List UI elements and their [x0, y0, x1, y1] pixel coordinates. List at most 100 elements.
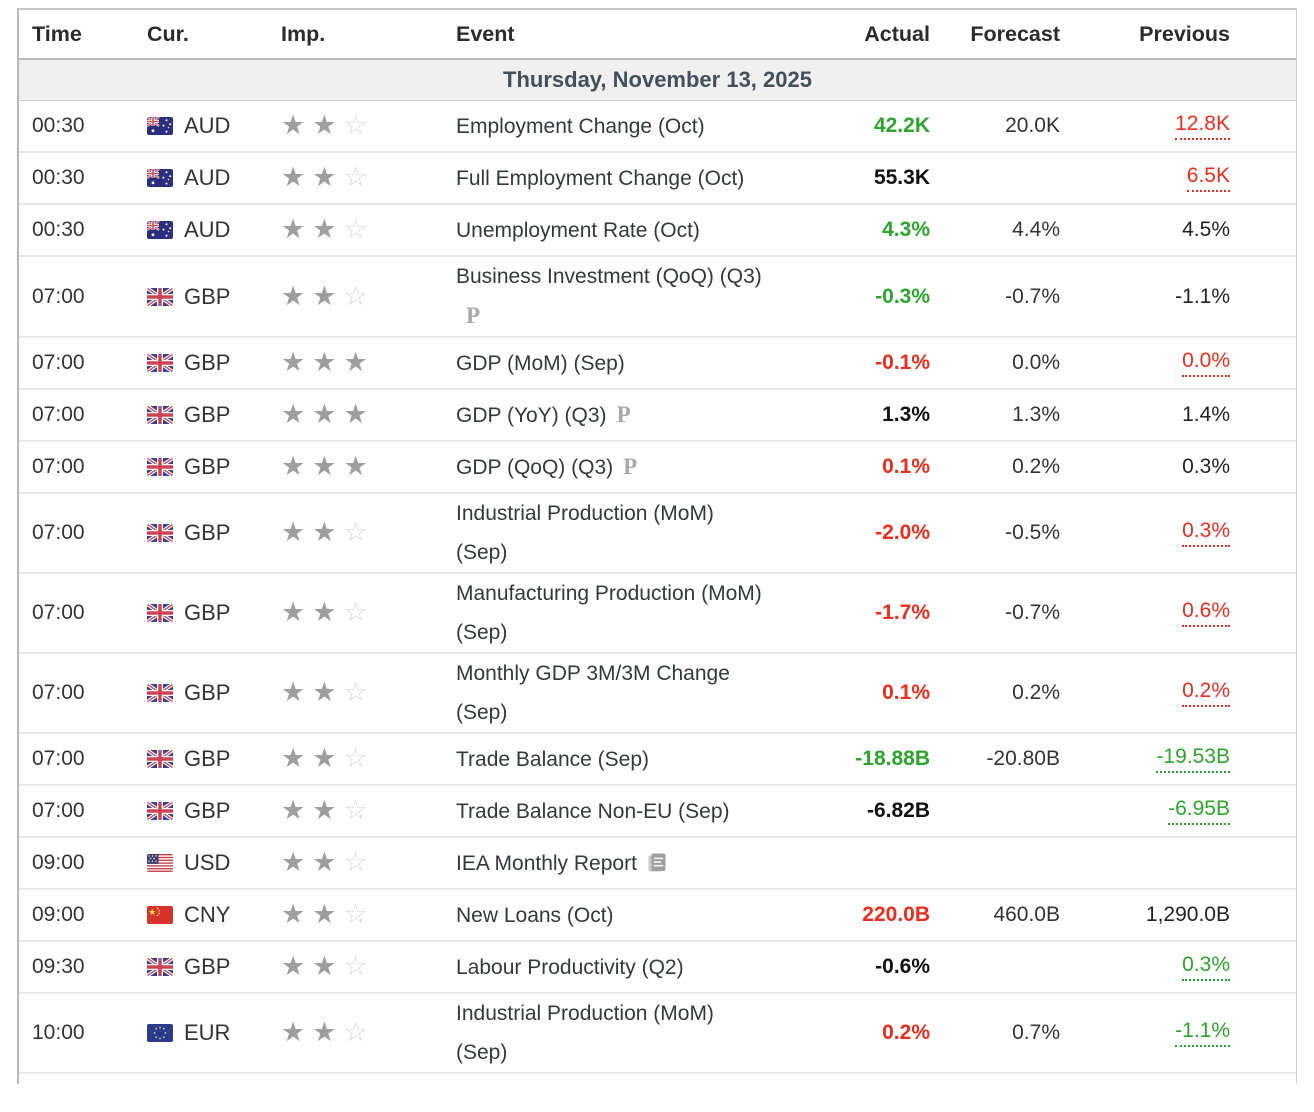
- event-name-link[interactable]: IEA Monthly Report: [456, 844, 830, 883]
- event-name-link[interactable]: Employment Change (Oct): [456, 107, 830, 146]
- actual-value: -18.88B: [855, 747, 930, 770]
- event-row: 07:00 GBP ★ ★ ☆ Monthly GDP 3M/3M Change (S…: [19, 654, 1296, 734]
- previous-value[interactable]: 12.8K: [1060, 112, 1230, 140]
- previous-value[interactable]: 0.3%: [1060, 519, 1230, 547]
- forecast-value: -0.7%: [1005, 284, 1060, 308]
- event-name-link[interactable]: Monthly GDP 3M/3M Change (Sep): [456, 654, 830, 732]
- actual-value: 55.3K: [873, 166, 930, 189]
- event-row: 09:00 CNY ★ ★ ☆ New Loans (Oct) 220.0B 460…: [19, 890, 1296, 942]
- event-label-line: (Sep): [456, 701, 508, 724]
- uk-flag-icon: [147, 406, 173, 424]
- previous-value[interactable]: 0.6%: [1060, 599, 1230, 627]
- currency-cell: GBP: [147, 520, 281, 546]
- event-name-link[interactable]: New Loans (Oct): [456, 896, 830, 935]
- currency-code: AUD: [184, 165, 231, 190]
- star-empty-icon: ☆: [343, 951, 368, 981]
- event-name-link[interactable]: Full Employment Change (Oct): [456, 159, 830, 198]
- star-filled-icon: ★: [281, 280, 306, 311]
- event-name-link[interactable]: Business Investment (QoQ) (Q3) P: [456, 257, 830, 336]
- event-time: 09:00: [32, 851, 85, 874]
- star-filled-icon: ★: [281, 677, 306, 707]
- currency-code: GBP: [184, 746, 231, 771]
- column-header-currency: Cur.: [147, 21, 189, 46]
- table-header-row: Time Cur. Imp. Event Actual Forecast Pre…: [19, 10, 1296, 60]
- star-filled-icon: ★: [281, 1017, 306, 1047]
- actual-value: 0.1%: [882, 455, 930, 478]
- previous-value[interactable]: 0.2%: [1060, 679, 1230, 707]
- event-name-link[interactable]: GDP (MoM) (Sep): [456, 344, 830, 383]
- star-empty-icon: ☆: [343, 847, 368, 877]
- star-empty-icon: ☆: [343, 162, 368, 192]
- event-time: 00:30: [32, 166, 85, 189]
- event-name-link[interactable]: Labour Productivity (Q2): [456, 948, 830, 987]
- star-filled-icon: ★: [312, 677, 337, 707]
- star-filled-icon: ★: [312, 214, 337, 244]
- previous-value[interactable]: 6.5K: [1060, 164, 1230, 192]
- china-flag-icon: [147, 906, 173, 924]
- report-document-icon[interactable]: [647, 852, 668, 873]
- event-time: 07:00: [32, 747, 85, 770]
- event-label-line: GDP (QoQ) (Q3) P: [456, 454, 638, 479]
- importance-stars: ★ ★ ☆: [281, 679, 456, 707]
- actual-value: -0.3%: [875, 284, 930, 308]
- star-filled-icon: ★: [312, 847, 337, 877]
- previous-value[interactable]: -19.53B: [1060, 745, 1230, 773]
- previous-value[interactable]: 0.0%: [1060, 349, 1230, 377]
- importance-stars: ★ ★ ☆: [281, 797, 456, 825]
- currency-cell: EUR: [147, 1020, 281, 1046]
- previous-value[interactable]: -6.95B: [1060, 797, 1230, 825]
- importance-stars: ★ ★ ☆: [281, 901, 456, 929]
- star-filled-icon: ★: [312, 280, 337, 311]
- event-name-link[interactable]: Trade Balance (Sep): [456, 740, 830, 779]
- event-name-link[interactable]: Industrial Production (MoM) (Sep): [456, 494, 830, 572]
- star-filled-icon: ★: [312, 795, 337, 825]
- star-filled-icon: ★: [312, 399, 337, 429]
- currency-code: GBP: [184, 350, 231, 375]
- event-rows-container: 00:30 AUD ★ ★ ☆ Employment Change (Oct) 42…: [19, 101, 1296, 1074]
- event-label-line: Industrial Production (MoM): [456, 502, 714, 525]
- event-name-link[interactable]: Unemployment Rate (Oct): [456, 211, 830, 250]
- forecast-value: 0.7%: [1012, 1021, 1060, 1044]
- event-name-link[interactable]: Industrial Production (MoM) (Sep): [456, 994, 830, 1072]
- uk-flag-icon: [147, 750, 173, 768]
- event-name-link[interactable]: Manufacturing Production (MoM) (Sep): [456, 574, 830, 652]
- currency-code: GBP: [184, 402, 231, 427]
- forecast-value: 0.2%: [1012, 681, 1060, 704]
- currency-code: AUD: [184, 217, 231, 242]
- star-empty-icon: ☆: [343, 795, 368, 825]
- event-row: 07:00 GBP ★ ★ ★ GDP (MoM) (Sep) -0.1% 0.0%…: [19, 338, 1296, 390]
- star-filled-icon: ★: [281, 951, 306, 981]
- importance-stars: ★ ★ ☆: [281, 953, 456, 981]
- event-name-link[interactable]: GDP (YoY) (Q3) P: [456, 395, 830, 435]
- event-label-line: Labour Productivity (Q2): [456, 955, 684, 979]
- star-filled-icon: ★: [281, 795, 306, 825]
- event-label-line: Full Employment Change (Oct): [456, 166, 745, 190]
- actual-value: -0.6%: [875, 955, 930, 978]
- currency-cell: GBP: [147, 680, 281, 706]
- currency-cell: GBP: [147, 454, 281, 480]
- event-row: 07:00 GBP ★ ★ ★ GDP (QoQ) (Q3) P 0.1% 0.2% …: [19, 442, 1296, 494]
- previous-value[interactable]: -1.1%: [1060, 1019, 1230, 1047]
- actual-value: -0.1%: [875, 351, 930, 374]
- event-row: 07:00 GBP ★ ★ ☆ Business Investment (QoQ) …: [19, 257, 1296, 338]
- event-name-link[interactable]: Trade Balance Non-EU (Sep): [456, 792, 830, 831]
- actual-value: 0.1%: [882, 681, 930, 704]
- column-header-forecast: Forecast: [970, 21, 1060, 46]
- currency-cell: AUD: [147, 217, 281, 243]
- star-empty-icon: ☆: [343, 280, 368, 311]
- event-row: 07:00 GBP ★ ★ ☆ Trade Balance Non-EU (Sep)…: [19, 786, 1296, 838]
- currency-cell: GBP: [147, 350, 281, 376]
- uk-flag-icon: [147, 802, 173, 820]
- forecast-value: -0.5%: [1005, 521, 1060, 544]
- event-label-line: (Sep): [456, 1041, 508, 1064]
- star-filled-icon: ★: [281, 399, 306, 429]
- column-header-event: Event: [456, 21, 515, 46]
- economic-calendar-table: Time Cur. Imp. Event Actual Forecast Pre…: [17, 8, 1297, 1084]
- previous-value: 1.4%: [1182, 403, 1230, 426]
- event-name-link[interactable]: GDP (QoQ) (Q3) P: [456, 447, 830, 487]
- star-empty-icon: ☆: [343, 1017, 368, 1047]
- event-row: 00:30 AUD ★ ★ ☆ Full Employment Change (Oc…: [19, 153, 1296, 205]
- australia-flag-icon: [147, 117, 173, 135]
- event-label-line: Business Investment (QoQ) (Q3): [456, 265, 762, 288]
- previous-value[interactable]: 0.3%: [1060, 953, 1230, 981]
